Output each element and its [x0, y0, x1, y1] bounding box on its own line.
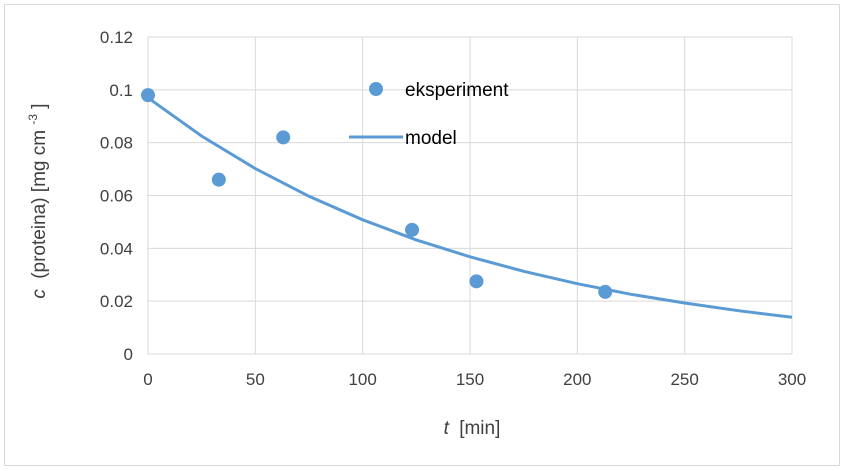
x-tick-label-2: 100 — [348, 370, 376, 389]
y-tick-label-0: 0 — [124, 345, 133, 364]
series-layer — [141, 88, 793, 319]
x-axis-title: t [min] — [444, 418, 501, 439]
y-tick-label-4: 0.08 — [100, 134, 133, 153]
x-tick-label-1: 50 — [246, 370, 265, 389]
x-tick-label-4: 200 — [563, 370, 591, 389]
data-point-eksperiment-4 — [469, 274, 484, 289]
data-point-eksperiment-5 — [598, 284, 613, 299]
chart-frame: 0 50 100 150 200 250 300 0 0.02 0.04 0.06 0.08 0.1 0.… — [4, 4, 840, 466]
legend-label-model: model — [405, 128, 457, 149]
x-tick-label-0: 0 — [143, 370, 152, 389]
y-tick-label-1: 0.02 — [100, 292, 133, 311]
y-axis-text: (proteina) [mg cm — [29, 130, 50, 279]
chart-svg: 0 50 100 150 200 250 300 0 0.02 0.04 0.06 0.08 0.1 0.… — [21, 28, 806, 439]
tick-labels: 0 50 100 150 200 250 300 0 0.02 0.04 0.06 0.08 0.1 0.… — [100, 28, 806, 389]
x-tick-label-3: 150 — [456, 370, 484, 389]
legend-label-eksperiment: eksperiment — [405, 80, 509, 101]
y-tick-label-5: 0.1 — [109, 81, 133, 100]
data-point-eksperiment-2 — [276, 130, 291, 145]
x-axis-unit: [min] — [459, 418, 500, 439]
y-tick-label-6: 0.12 — [100, 28, 133, 47]
y-tick-label-2: 0.04 — [100, 239, 133, 258]
x-axis-symbol: t — [444, 418, 450, 439]
data-point-eksperiment-1 — [211, 172, 226, 187]
y-axis-close: ] — [29, 103, 50, 108]
data-point-eksperiment-3 — [405, 222, 420, 237]
y-axis-superscript: -3 — [26, 114, 40, 125]
x-tick-label-6: 300 — [778, 370, 806, 389]
y-tick-label-3: 0.06 — [100, 187, 133, 206]
series-line-model — [147, 96, 793, 319]
y-axis-title: c (proteina) [mg cm -3 ] — [21, 103, 50, 298]
legend-marker-eksperiment — [369, 82, 383, 96]
data-point-eksperiment-0 — [141, 88, 155, 103]
grid-lines — [147, 36, 793, 355]
y-axis-symbol: c — [29, 289, 50, 299]
legend: eksperiment model — [349, 80, 509, 149]
x-tick-label-5: 250 — [670, 370, 698, 389]
